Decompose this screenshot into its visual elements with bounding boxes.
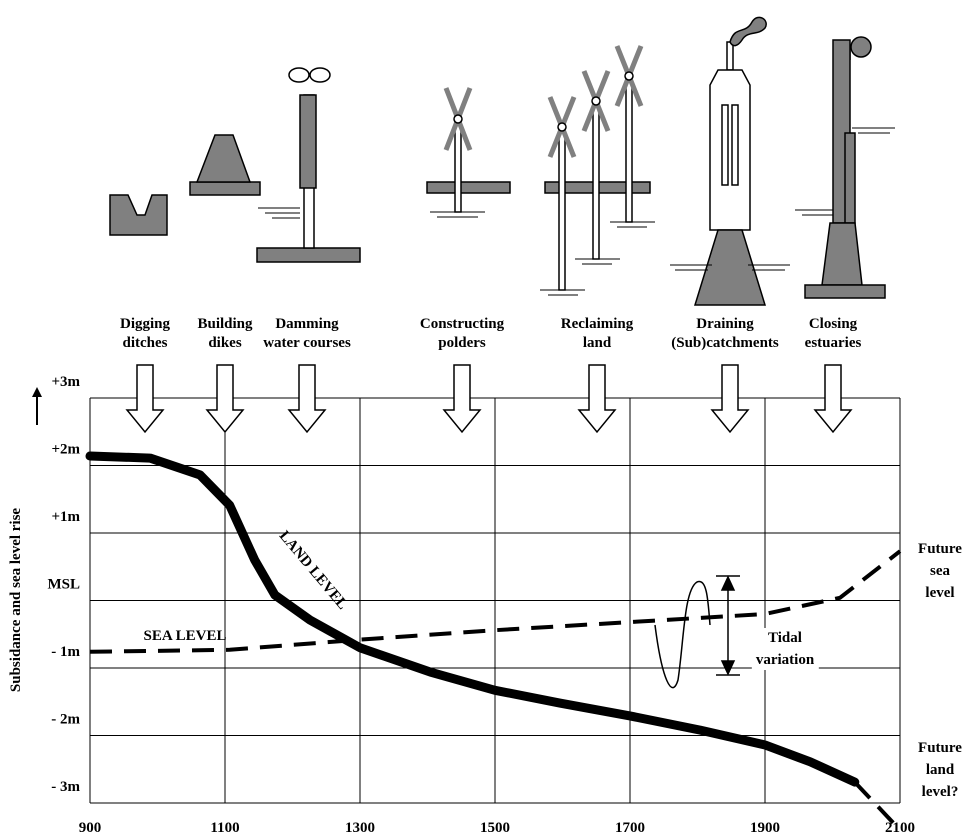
series-line <box>853 780 902 832</box>
activity-label: water courses <box>263 335 351 351</box>
activity-arrow <box>287 364 327 434</box>
activity-label: (Sub)catchments <box>671 335 779 351</box>
y-axis-title: Subsidance and sea level rise <box>8 508 24 693</box>
x-tick-label: 1900 <box>750 820 780 836</box>
y-tick-label: +1m <box>51 509 80 525</box>
y-tick-label: - 1m <box>51 644 80 660</box>
activity-label: land <box>583 335 612 351</box>
series-label: SEA LEVEL <box>144 628 227 644</box>
activity-label: polders <box>438 335 486 351</box>
activity-arrow <box>205 364 245 434</box>
activity-arrow <box>577 364 617 434</box>
y-tick-label: - 3m <box>51 779 80 795</box>
activity-arrow <box>813 364 853 434</box>
y-tick-label: +2m <box>51 442 80 458</box>
y-tick-label: MSL <box>47 577 80 593</box>
activity-label: Closing <box>809 316 858 332</box>
activity-arrow <box>125 364 165 434</box>
series-line <box>85 451 860 787</box>
activity-label: Reclaiming <box>561 316 634 332</box>
activity-label: Digging <box>120 316 171 332</box>
label-background <box>751 628 819 670</box>
activity-label: estuaries <box>805 335 862 351</box>
activity-label: dikes <box>208 335 242 351</box>
x-tick-label: 900 <box>79 820 102 836</box>
x-tick-label: 1500 <box>480 820 510 836</box>
x-tick-label: 2100 <box>885 820 915 836</box>
y-tick-label: +3m <box>51 374 80 390</box>
tidal-symbol <box>654 575 740 689</box>
icons <box>109 16 895 306</box>
activity-label: Damming <box>275 316 339 332</box>
y-axis-arrow <box>32 387 42 425</box>
activity-arrow <box>442 364 482 434</box>
activity-arrow <box>710 364 750 434</box>
y-tick-label: - 2m <box>51 712 80 728</box>
activity-label: Constructing <box>420 316 505 332</box>
annotation: Future sea level <box>918 541 962 601</box>
x-tick-label: 1300 <box>345 820 375 836</box>
annotation: Tidal variation <box>756 630 815 668</box>
activity-label: ditches <box>123 335 168 351</box>
x-tick-label: 1100 <box>210 820 239 836</box>
x-tick-label: 1700 <box>615 820 645 836</box>
activity-label: Building <box>197 316 253 332</box>
series-label: Future land level? <box>918 740 962 800</box>
activity-label: Draining <box>696 316 754 332</box>
